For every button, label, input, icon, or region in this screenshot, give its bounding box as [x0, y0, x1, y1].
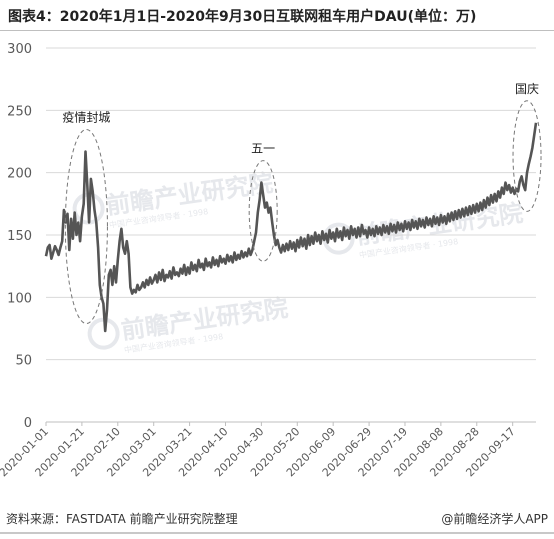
y-tick-label: 200	[7, 167, 32, 182]
credit-note: @前瞻经济学人APP	[441, 512, 548, 526]
annotation-label: 国庆	[515, 82, 539, 96]
annotation-label: 五一	[251, 142, 275, 156]
bottom-divider	[0, 532, 554, 534]
y-tick-label: 100	[7, 291, 32, 306]
annotation-ellipse-2	[512, 100, 542, 212]
series-layer	[44, 122, 538, 333]
grid-lines	[46, 47, 536, 423]
annotation-ellipse-1	[248, 160, 278, 262]
watermark-logo-icon	[87, 317, 120, 350]
y-axis: 0 50 100 150 200 250 300	[7, 42, 32, 431]
y-tick-label: 50	[15, 354, 32, 369]
annotation-ellipse-0	[64, 128, 108, 325]
series-line-0	[44, 122, 538, 333]
source-note: 资料来源：FASTDATA 前瞻产业研究院整理	[6, 512, 238, 526]
y-tick-label: 300	[7, 42, 32, 57]
y-tick-label: 250	[7, 104, 32, 119]
annotation-label: 疫情封城	[62, 109, 110, 124]
y-tick-label: 150	[7, 229, 32, 244]
title-divider	[0, 30, 554, 31]
y-tick-label: 0	[24, 416, 32, 431]
chart-title: 图表4：2020年1月1日-2020年9月30日互联网租车用户DAU(单位：万)	[8, 9, 477, 25]
x-axis: 2020-01-012020-01-212020-02-102020-03-01…	[0, 422, 518, 479]
